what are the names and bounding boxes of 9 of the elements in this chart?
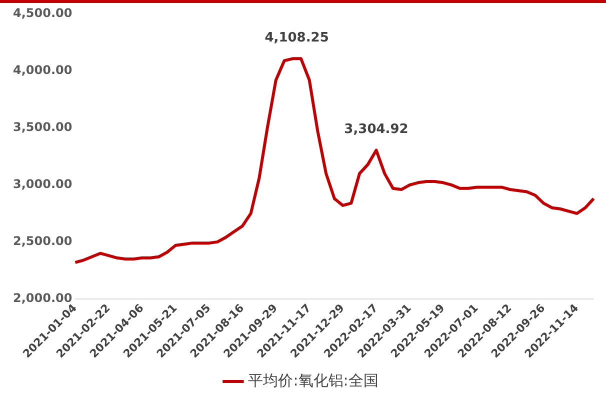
legend-label: 平均价:氧化铝:全国 [248, 371, 378, 390]
y-tick-label: 3,000.00 [12, 177, 72, 192]
annotation: 4,108.25 [264, 30, 329, 46]
y-tick-label: 4,500.00 [12, 6, 72, 20]
y-tick-label: 3,500.00 [12, 120, 72, 134]
y-tick-label: 2,000.00 [12, 291, 72, 306]
annotation: 3,304.92 [344, 122, 408, 138]
y-tick-label: 2,500.00 [12, 234, 72, 248]
y-tick-label: 4,000.00 [12, 63, 72, 78]
